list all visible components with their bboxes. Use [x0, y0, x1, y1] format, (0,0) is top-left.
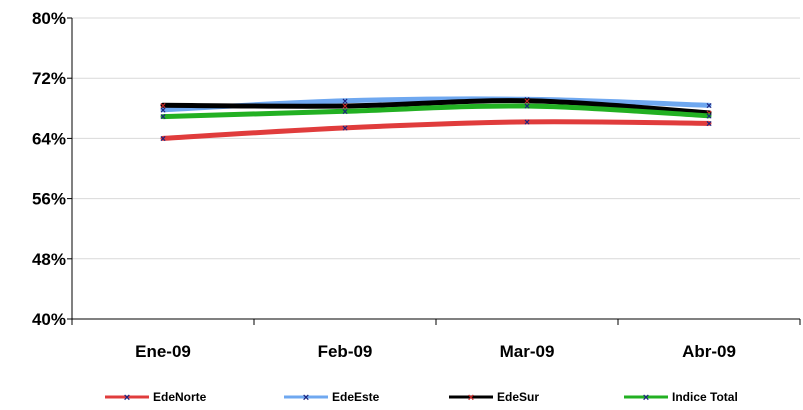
- series-line: [160, 119, 712, 141]
- legend-label: EdeEste: [332, 390, 380, 404]
- x-tick-label: Ene-09: [135, 342, 191, 361]
- data-point-marker: ×: [524, 96, 530, 107]
- data-point-marker: ×: [160, 112, 166, 123]
- data-point-marker: ×: [342, 102, 348, 113]
- legend-item-edeeste: × EdeEste: [284, 386, 379, 408]
- svg-text:×: ×: [468, 392, 474, 404]
- series-lines: ××× ××× ××× × ××× × ××: [160, 95, 712, 145]
- series-edenorte: × × × ×: [160, 117, 712, 145]
- y-tick-label: 72%: [32, 69, 66, 88]
- svg-text:×: ×: [643, 392, 649, 404]
- x-tick-label: Mar-09: [500, 342, 555, 361]
- y-tick-label: 64%: [32, 129, 66, 148]
- svg-text:×: ×: [124, 392, 130, 404]
- data-point-marker: ×: [706, 101, 712, 112]
- y-tick-labels: 40% 48% 56% 64% 72% 80%: [32, 9, 66, 329]
- data-point-marker: ×: [524, 102, 530, 113]
- y-tick-label: 56%: [32, 190, 66, 209]
- data-point-marker: ×: [342, 96, 348, 107]
- data-point-marker: ×: [706, 119, 712, 130]
- legend-label: Indice Total: [672, 390, 738, 404]
- legend-swatch: ×: [449, 392, 493, 404]
- y-tick-label: 40%: [32, 310, 66, 329]
- data-point-marker: ×: [524, 117, 530, 128]
- data-point-marker: ×: [160, 105, 166, 116]
- legend-item-edenorte: × EdeNorte: [105, 386, 206, 408]
- legend-label: EdeNorte: [153, 390, 207, 404]
- legend: × EdeNorte × EdeEste × EdeSur × Indice T…: [0, 386, 803, 408]
- series-indice-total: × × ××: [160, 102, 712, 124]
- data-point-marker: ×: [342, 107, 348, 118]
- series-line: [160, 103, 712, 120]
- data-point-marker: ×: [160, 134, 166, 145]
- svg-text:×: ×: [303, 392, 309, 404]
- x-tick-labels: Ene-09 Feb-09 Mar-09 Abr-09: [135, 342, 736, 361]
- legend-swatch: ×: [624, 392, 668, 404]
- legend-label: EdeSur: [497, 390, 540, 404]
- series-line: [160, 98, 712, 116]
- data-point-marker: ×: [342, 123, 348, 134]
- legend-item-indice-total: × Indice Total: [624, 386, 738, 408]
- y-tick-label: 80%: [32, 9, 66, 28]
- x-tick-label: Abr-09: [682, 342, 736, 361]
- legend-item-edesur: × EdeSur: [449, 386, 539, 408]
- data-point-marker: ×: [160, 101, 166, 112]
- y-tick-label: 48%: [32, 250, 66, 269]
- legend-swatch: ×: [105, 392, 149, 404]
- legend-swatch: ×: [284, 392, 328, 404]
- axes: [67, 17, 801, 325]
- data-point-marker: ×: [706, 111, 712, 122]
- x-tick-label: Feb-09: [318, 342, 373, 361]
